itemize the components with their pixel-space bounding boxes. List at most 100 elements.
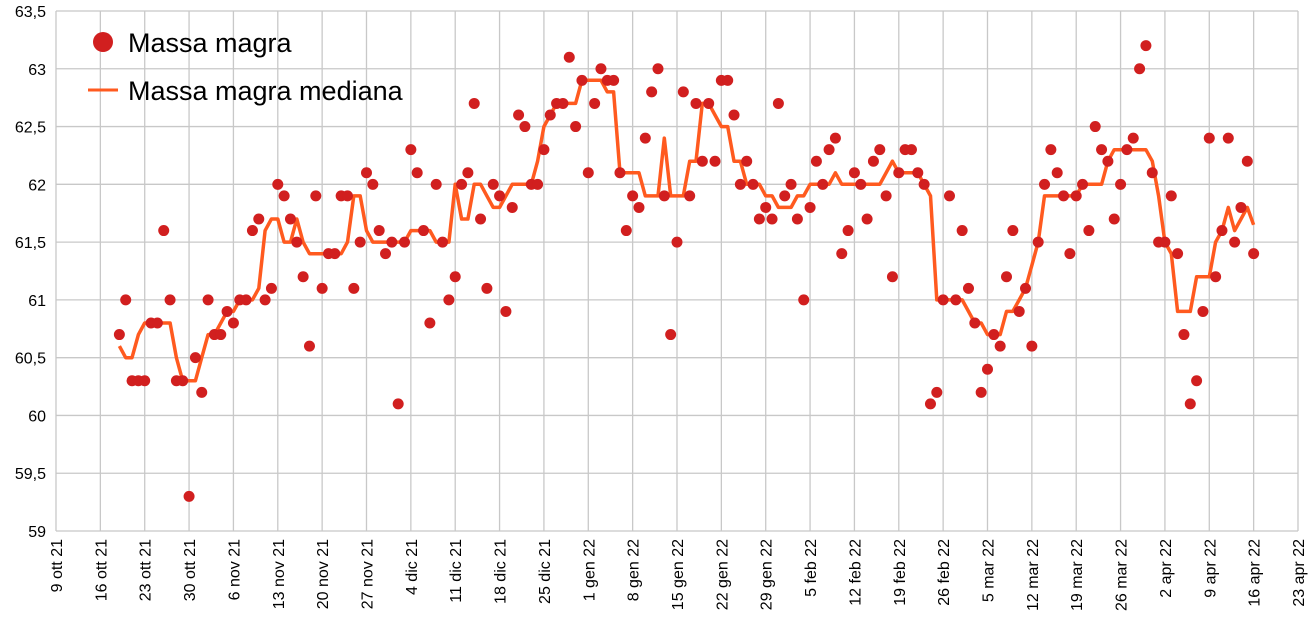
data-point xyxy=(177,375,189,387)
data-point xyxy=(240,294,252,306)
data-point xyxy=(880,190,892,202)
data-point xyxy=(1039,178,1051,190)
data-point xyxy=(836,248,848,260)
data-point xyxy=(582,167,594,179)
data-point xyxy=(487,178,499,190)
data-point xyxy=(620,225,632,237)
data-point xyxy=(804,201,816,213)
data-point xyxy=(354,236,366,248)
data-point xyxy=(1203,132,1215,144)
data-point xyxy=(202,294,214,306)
data-point xyxy=(1165,190,1177,202)
x-tick-label: 4 dic 21 xyxy=(404,539,421,595)
data-point xyxy=(411,167,423,179)
data-point xyxy=(576,74,588,86)
data-point xyxy=(1134,63,1146,75)
data-point xyxy=(728,109,740,121)
legend-label-points: Massa magra xyxy=(128,28,293,58)
x-tick-label: 25 dic 21 xyxy=(537,539,554,604)
data-point xyxy=(918,178,930,190)
data-point xyxy=(709,155,721,167)
data-point xyxy=(994,340,1006,352)
data-point xyxy=(703,97,715,109)
data-point xyxy=(1115,178,1127,190)
x-tick-label: 6 nov 21 xyxy=(226,539,243,600)
legend: Massa magra Massa magra mediana xyxy=(88,28,404,106)
data-point xyxy=(570,121,582,133)
x-tick-label: 18 dic 21 xyxy=(493,539,510,604)
x-tick-label: 16 ott 21 xyxy=(93,539,110,601)
data-point xyxy=(494,190,506,202)
data-point xyxy=(418,225,430,237)
data-point xyxy=(589,97,601,109)
data-point xyxy=(684,190,696,202)
data-point xyxy=(329,248,341,260)
data-point xyxy=(430,178,442,190)
data-point xyxy=(1020,282,1032,294)
data-point xyxy=(272,178,284,190)
data-point xyxy=(468,97,480,109)
x-tick-label: 27 nov 21 xyxy=(360,539,377,609)
x-tick-label: 1 gen 22 xyxy=(581,539,598,601)
data-point xyxy=(443,294,455,306)
data-point xyxy=(532,178,544,190)
data-point xyxy=(658,190,670,202)
data-point xyxy=(297,271,309,283)
data-point xyxy=(291,236,303,248)
data-point xyxy=(633,201,645,213)
data-point xyxy=(905,144,917,156)
data-point xyxy=(956,225,968,237)
data-point xyxy=(988,329,1000,341)
data-point xyxy=(1051,167,1063,179)
x-tick-label: 23 apr 22 xyxy=(1291,539,1308,607)
y-tick-label: 63,5 xyxy=(15,4,46,21)
data-point xyxy=(506,201,518,213)
data-point xyxy=(1197,305,1209,317)
data-point xyxy=(380,248,392,260)
data-point xyxy=(164,294,176,306)
data-point xyxy=(969,317,981,329)
data-point xyxy=(437,236,449,248)
data-point xyxy=(639,132,651,144)
data-point xyxy=(1096,144,1108,156)
data-point xyxy=(829,132,841,144)
data-point xyxy=(253,213,265,225)
data-point xyxy=(1159,236,1171,248)
data-point xyxy=(1013,305,1025,317)
data-point xyxy=(310,190,322,202)
data-point xyxy=(665,329,677,341)
data-point xyxy=(475,213,487,225)
data-point xyxy=(386,236,398,248)
data-point xyxy=(982,363,993,375)
data-point xyxy=(1248,248,1260,260)
y-tick-label: 61 xyxy=(28,293,46,310)
data-point xyxy=(823,144,835,156)
data-point xyxy=(886,271,898,283)
data-point xyxy=(943,190,955,202)
data-point xyxy=(861,213,873,225)
data-point xyxy=(259,294,271,306)
y-tick-label: 62,5 xyxy=(15,120,46,137)
data-point xyxy=(855,178,867,190)
x-tick-label: 20 nov 21 xyxy=(315,539,332,609)
data-point xyxy=(1121,144,1133,156)
data-point xyxy=(215,329,227,341)
data-point xyxy=(1045,144,1057,156)
data-point xyxy=(221,305,233,317)
data-point xyxy=(912,167,924,179)
data-point xyxy=(893,167,905,179)
data-point xyxy=(120,294,132,306)
data-point xyxy=(557,97,569,109)
data-point xyxy=(950,294,962,306)
data-point xyxy=(519,121,531,133)
x-tick-label: 11 dic 21 xyxy=(448,539,465,603)
data-point xyxy=(246,225,258,237)
x-tick-label: 16 apr 22 xyxy=(1247,539,1264,607)
data-point xyxy=(848,167,860,179)
data-point xyxy=(424,317,436,329)
data-point xyxy=(817,178,829,190)
data-point xyxy=(608,74,620,86)
x-tick-label: 5 feb 22 xyxy=(803,539,820,597)
data-point xyxy=(513,109,525,121)
